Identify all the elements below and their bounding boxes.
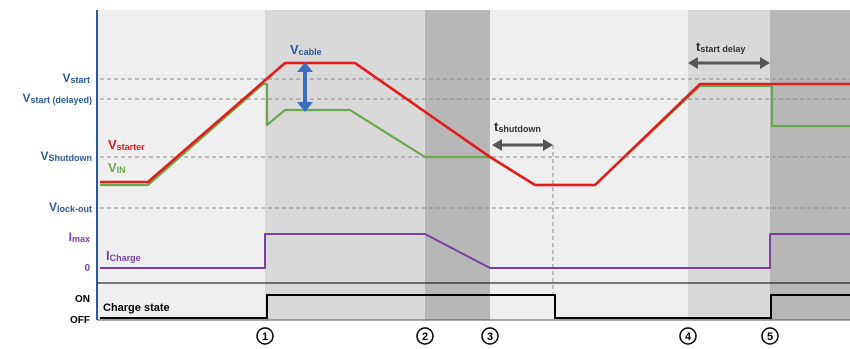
svg-text:4: 4 [685,331,692,343]
band-shutdown-pending [425,10,490,320]
v-cable-label: Vcable [290,42,322,57]
i-charge-label: ICharge [106,248,141,263]
t-start-delay-arrow [688,57,770,69]
event-marker-3: 3 [481,327,499,345]
charge-state-label: Charge state [103,302,170,314]
i-max-label: Imax [69,230,90,244]
on-label: ON [75,294,90,305]
t-shutdown-label: tshutdown [494,119,541,134]
v-starter-curve [100,61,850,187]
v-lockout-label: Vlock-out [49,200,92,214]
band-charging-again [770,10,850,320]
v-starter-label: Vstarter [108,137,145,152]
svg-text:1: 1 [262,331,268,343]
event-marker-5: 5 [761,327,779,345]
y-axis-labels: Vstart Vstart (delayed) VShutdown Vlock-… [22,71,92,326]
band-off [490,10,688,320]
zero-label: 0 [84,263,90,274]
t-start-delay-label: tstart delay [696,39,745,54]
t-shutdown-arrow [492,139,553,151]
svg-text:5: 5 [767,331,773,343]
event-marker-1: 1 [256,327,274,345]
band-charging [265,10,425,320]
v-cable-arrow [297,62,313,112]
svg-text:3: 3 [487,331,493,343]
phase-bands [97,10,850,320]
i-charge-curve [100,233,850,269]
event-marker-2: 2 [416,327,434,345]
charge-state-curve [100,294,850,319]
off-label: OFF [70,315,90,326]
event-markers: 1 2 3 4 5 [256,327,779,345]
v-start-label: Vstart [62,71,90,85]
svg-text:2: 2 [422,331,428,343]
v-start-delayed-label: Vstart (delayed) [22,91,92,105]
event-marker-4: 4 [679,327,697,345]
v-in-label: VIN [108,160,126,175]
band-start-delay [688,10,770,320]
v-in-curve [100,82,850,187]
v-shutdown-label: VShutdown [40,149,92,163]
